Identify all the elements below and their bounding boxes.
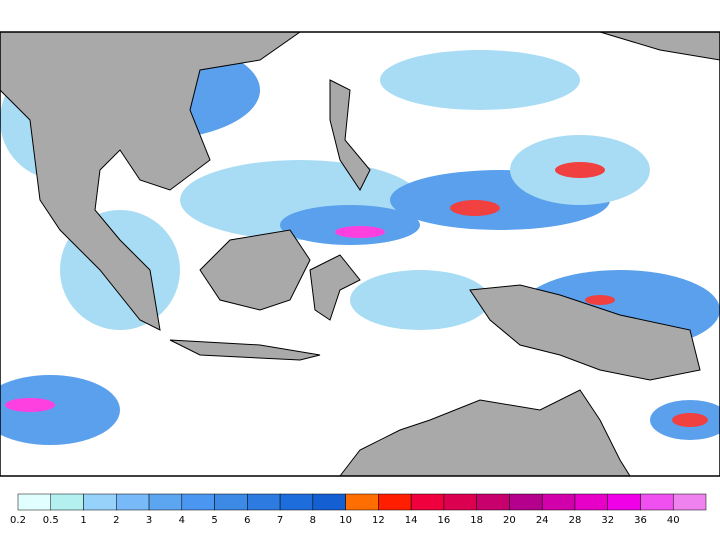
- colorbar-label: 12: [372, 515, 385, 526]
- colorbar-label: 7: [277, 515, 283, 526]
- colorbar-label: 40: [667, 515, 680, 526]
- colorbar-label: 10: [339, 515, 352, 526]
- colorbar-swatch: [509, 493, 543, 511]
- colorbar-swatch: [279, 493, 314, 511]
- colorbar-swatch: [378, 493, 412, 511]
- map-frame: [0, 31, 720, 477]
- colorbar-label: 16: [438, 515, 451, 526]
- land: [0, 31, 720, 477]
- colorbar-swatch: [345, 493, 379, 511]
- colorbar-swatch: [443, 493, 477, 511]
- colorbar-swatch: [410, 493, 445, 511]
- colorbar-swatch: [247, 493, 281, 511]
- colorbar-label: 14: [405, 515, 418, 526]
- colorbar-label: 36: [634, 515, 647, 526]
- colorbar-label: 3: [146, 515, 152, 526]
- colorbar-label: 8: [310, 515, 316, 526]
- colorbar-label: 18: [470, 515, 483, 526]
- colorbar-swatch: [214, 493, 248, 511]
- colorbar-swatch: [672, 493, 707, 511]
- colorbar-swatch: [116, 493, 150, 511]
- colorbar: 0.2 0.5 1 2 3 4 5 6 7 8 10 12 14 16 18 20 24 28 32 36 40: [10, 493, 707, 526]
- colorbar-label: 24: [536, 515, 549, 526]
- colorbar-swatch: [50, 493, 84, 511]
- colorbar-swatch: [148, 493, 183, 511]
- colorbar-label: 1: [80, 515, 86, 526]
- map: [0, 31, 720, 477]
- colorbar-swatch: [17, 493, 52, 511]
- colorbar-label: 32: [601, 515, 614, 526]
- colorbar-swatch: [607, 493, 641, 511]
- colorbar-swatch: [476, 493, 510, 511]
- colorbar-swatch: [83, 493, 117, 511]
- colorbar-label: 6: [244, 515, 250, 526]
- colorbar-swatch: [640, 493, 674, 511]
- colorbar-label: 28: [569, 515, 582, 526]
- colorbar-swatch: [181, 493, 215, 511]
- colorbar-label: 2: [113, 515, 119, 526]
- colorbar-label: 0.5: [43, 515, 59, 526]
- colorbar-swatch: [541, 493, 576, 511]
- colorbar-swatch: [574, 493, 608, 511]
- colorbar-label: 0.2: [10, 515, 26, 526]
- colorbar-swatch: [312, 493, 346, 511]
- colorbar-label: 4: [179, 515, 185, 526]
- colorbar-label: 5: [211, 515, 217, 526]
- colorbar-label: 20: [503, 515, 516, 526]
